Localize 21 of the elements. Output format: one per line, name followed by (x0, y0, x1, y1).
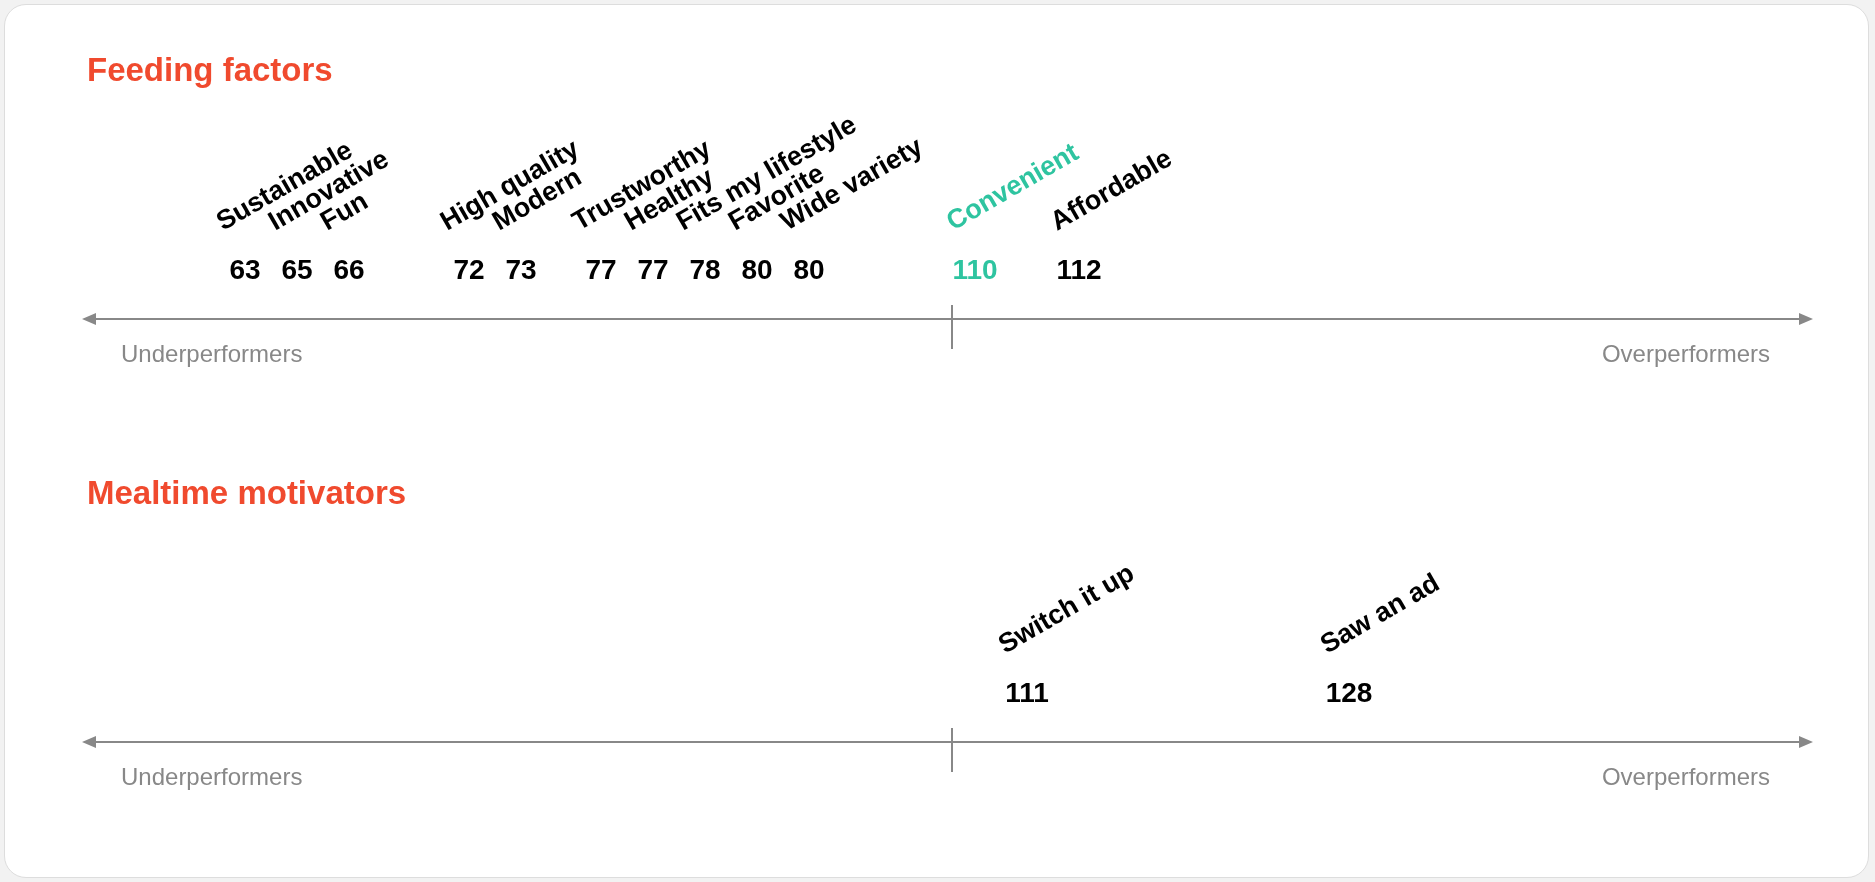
data-label: 73 (505, 254, 537, 285)
data-label: 72 (453, 254, 485, 285)
data-label: 78 (689, 254, 721, 285)
text: Feeding factors (87, 51, 333, 89)
text: Underperformers (121, 340, 303, 367)
data-label: 66 (333, 254, 365, 285)
data-label: 128 (1325, 677, 1373, 708)
data-label: 65 (281, 254, 313, 285)
data-label: 63 (229, 254, 261, 285)
data-label: 111 (1005, 677, 1049, 708)
category-label: Saw an ad (1315, 567, 1445, 660)
data-label: 110 (952, 254, 998, 285)
data-label: 77 (637, 254, 669, 285)
data-label: 80 (741, 254, 773, 285)
text: Overperformers (1601, 763, 1770, 790)
data-label: 80 (793, 254, 825, 285)
text: Mealtime motivators (87, 474, 407, 512)
data-label: 77 (585, 254, 617, 285)
text: Underperformers (121, 763, 303, 790)
data-label: 112 (1056, 254, 1102, 285)
text: Overperformers (1601, 340, 1770, 367)
